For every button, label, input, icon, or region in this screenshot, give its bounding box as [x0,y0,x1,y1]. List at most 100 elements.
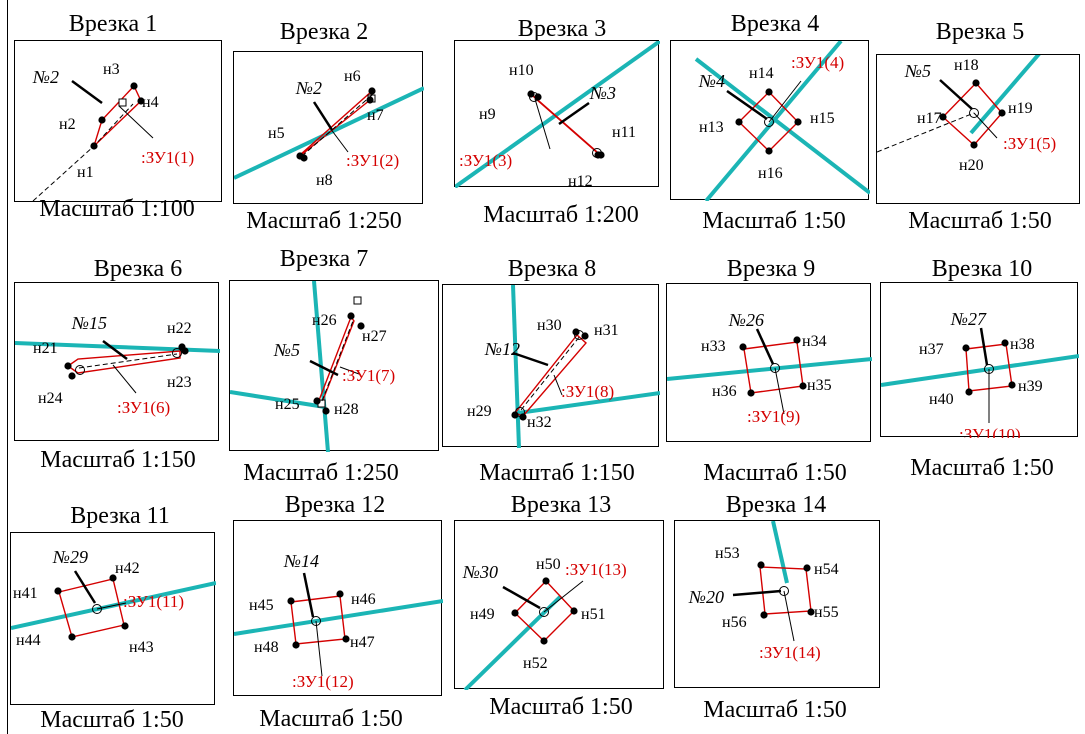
vertex-point [794,118,802,126]
leader-line [774,367,785,415]
inset-scale: Масштаб 1:150 [479,460,635,486]
point-label: н39 [1018,378,1043,395]
point-label: н2 [59,116,76,133]
parcel-label: :ЗУ1(6) [117,398,170,417]
parcel-boundary [92,84,142,149]
dashed-line [321,320,354,402]
point-label: н33 [701,338,726,355]
object-leader [512,351,549,367]
vertex-point [581,332,589,340]
cable-line [969,55,1041,135]
point-label: н55 [814,604,839,621]
parcel-label: :ЗУ1(14) [759,643,821,662]
vertex-point [336,590,344,598]
point-label: н23 [167,374,192,391]
vertex-point [765,88,773,96]
vertex-point [760,611,768,619]
point-label: н31 [594,322,619,339]
inset-scale: Масштаб 1:50 [908,208,1052,234]
inset-scale: Масштаб 1:250 [246,208,402,234]
leader-line [329,127,349,153]
inset-drawing: н13 н14 н15 н16 №4:ЗУ1(4) [694,41,870,201]
parcel-label: :ЗУ1(12) [292,672,354,691]
parcel-label: :ЗУ1(7) [342,366,395,385]
object-leader [302,572,315,618]
point-label: н51 [581,606,606,623]
vertex-point [181,347,189,355]
inset-drawing: н45 н46 н47 н48 №14:ЗУ1(12) [234,551,443,691]
vertex-point [287,597,295,605]
point-label: н41 [13,585,38,602]
inset-frame: н17 н18 н19 н20 №5:ЗУ1(5) [876,54,1080,204]
inset-frame: н53 н54 н55 н56 №20:ЗУ1(14) [674,520,880,688]
point-label: н43 [129,639,154,656]
point-label: н56 [722,614,747,631]
vertex-point [1008,381,1016,389]
vertex-point [739,343,747,351]
vertex-point [793,336,801,344]
support-symbol [172,348,182,358]
inset-drawing: н21 н22 н23 н24 №15:ЗУ1(6) [15,313,220,417]
inset-frame: н25 н26 н27 н28 №5:ЗУ1(7) [229,280,439,452]
point-label: н12 [568,173,593,188]
leader-line [543,580,584,613]
point-label: н15 [810,110,835,127]
vertex-point [68,372,76,380]
object-leader [732,589,782,597]
inset-title: Врезка 10 [931,256,1033,282]
cable-line [881,354,1079,387]
inset-title: Врезка 2 [279,19,369,45]
parcel-label: :ЗУ1(10) [959,425,1021,438]
inset-title: Врезка 3 [517,16,607,42]
vertex-point [534,93,542,101]
point-label: н7 [367,107,384,124]
vertex-point [735,118,743,126]
leader-line [112,364,137,394]
point-label: н14 [749,65,774,82]
leader-line [768,80,802,123]
inset-title: Врезка 7 [279,246,369,272]
cable-line [517,391,660,415]
inset-scale: Масштаб 1:50 [259,706,403,732]
inset-title: Врезка 13 [510,492,612,518]
vertex-point [747,389,755,397]
vertex-point [803,564,811,572]
parcel-label: :ЗУ1(5) [1003,134,1056,153]
point-label: н29 [467,403,492,420]
vertex-point [597,151,605,159]
object-leader [726,89,768,121]
point-label: н6 [344,68,361,85]
object-leader [502,585,541,610]
leader-line [315,620,323,677]
vertex-point [130,82,138,90]
point-label: н48 [254,639,279,656]
support-symbol [92,604,102,614]
inset-drawing: н1 н2 н3 н4 №2:ЗУ1(1) [32,61,194,202]
leader-line [118,105,154,139]
inset-title: Врезка 8 [507,256,597,282]
vertex-point [970,141,978,149]
vertex-point [765,147,773,155]
support-symbol [770,363,780,373]
vertex-point [137,97,145,105]
object-leader [939,79,973,110]
leader-line [783,590,795,642]
object-number: №12 [484,339,520,359]
inset-scale: Масштаб 1:50 [910,455,1054,481]
cable-line [694,57,870,195]
node-symbol [118,98,127,107]
inset-drawing: н25 н26 н27 н28 №5:ЗУ1(7) [230,281,395,452]
cable-line [667,357,872,381]
point-label: н18 [954,57,979,74]
point-label: н4 [142,94,159,111]
vertex-point [121,622,129,630]
inset-drawing: н37 н38 н39 н40 №27:ЗУ1(10) [881,309,1079,438]
point-label: н49 [470,606,495,623]
object-number: №2 [295,78,322,98]
object-leader [309,359,339,377]
vertex-point [572,328,580,336]
parcel-label: :ЗУ1(8) [561,382,614,401]
vertex-point [807,608,815,616]
vertex-point [54,587,62,595]
object-leader [755,328,775,365]
